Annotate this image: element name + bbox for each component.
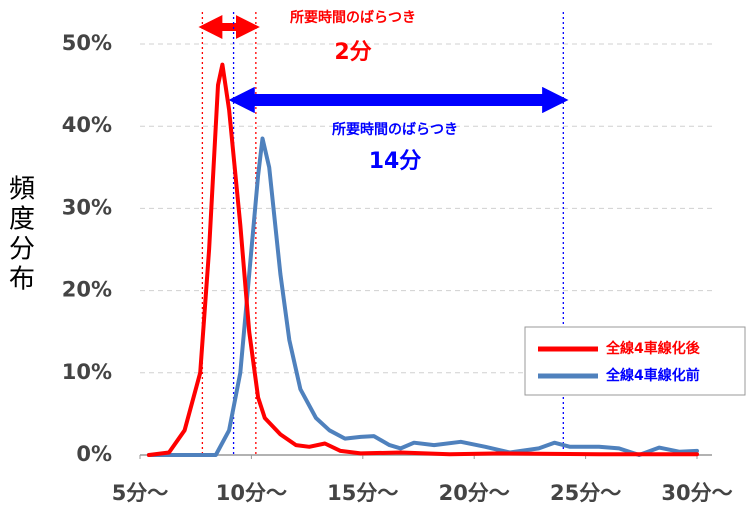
legend-label: 全線4車線化前 bbox=[605, 367, 700, 384]
x-tick-label: 20分～ bbox=[439, 481, 510, 505]
annotation-label: 所要時間のばらつき bbox=[332, 121, 458, 138]
x-tick-label: 30分～ bbox=[661, 481, 732, 505]
y-tick-label: 0% bbox=[76, 442, 112, 466]
annotation-value: 14分 bbox=[369, 149, 422, 174]
x-tick-label: 15分～ bbox=[327, 481, 398, 505]
y-tick-label: 40% bbox=[62, 113, 112, 137]
series-line bbox=[146, 62, 699, 457]
y-axis-label: 度 bbox=[9, 205, 35, 235]
y-axis-label: 頻 bbox=[9, 175, 35, 205]
x-tick-label: 5分～ bbox=[112, 481, 169, 505]
legend-label: 全線4車線化後 bbox=[605, 340, 701, 357]
y-tick-label: 20% bbox=[62, 278, 112, 302]
x-tick-label: 25分～ bbox=[550, 481, 621, 505]
x-tick-label: 10分～ bbox=[216, 481, 287, 505]
y-axis-label: 布 bbox=[9, 265, 35, 295]
annotation-value: 2分 bbox=[334, 40, 371, 65]
legend-box bbox=[524, 326, 746, 396]
y-tick-label: 50% bbox=[62, 31, 112, 55]
annotation-label: 所要時間のばらつき bbox=[290, 9, 416, 26]
y-tick-label: 30% bbox=[62, 195, 112, 219]
y-axis-label: 分 bbox=[9, 235, 35, 265]
y-tick-label: 10% bbox=[62, 360, 112, 384]
series-line bbox=[146, 136, 699, 457]
